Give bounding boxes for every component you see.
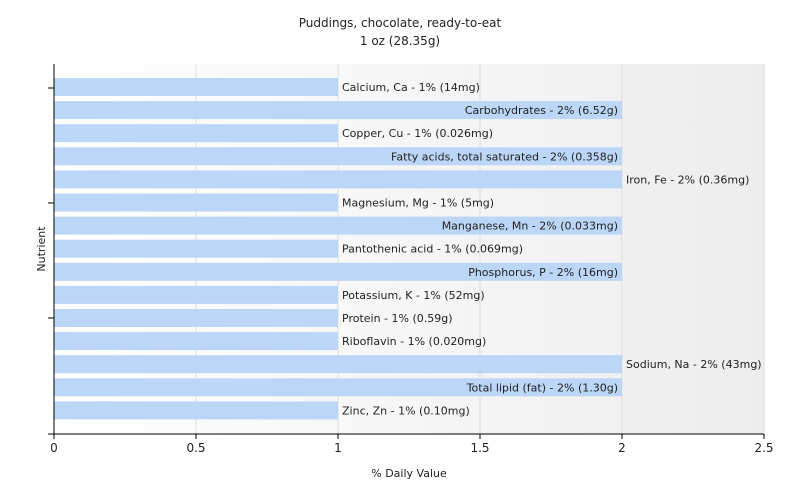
bar-data-label: Calcium, Ca - 1% (14mg) — [342, 81, 480, 94]
bar-data-label: Sodium, Na - 2% (43mg) — [626, 358, 762, 371]
bar — [54, 216, 622, 235]
bar — [54, 124, 338, 143]
bar-data-label: Fatty acids, total saturated - 2% (0.358… — [391, 150, 618, 163]
bar — [54, 193, 338, 212]
y-axis-label: Nutrient — [35, 226, 48, 272]
bar-data-label: Zinc, Zn - 1% (0.10mg) — [342, 404, 470, 417]
bar — [54, 239, 338, 258]
x-tick-label: 2 — [618, 441, 626, 455]
chart-title: Puddings, chocolate, ready-to-eat — [299, 16, 502, 30]
x-tick-label: 0.5 — [186, 441, 205, 455]
bar — [54, 378, 622, 397]
bar — [54, 262, 622, 281]
bar-data-label: Protein - 1% (0.59g) — [342, 312, 453, 325]
chart-subtitle: 1 oz (28.35g) — [360, 34, 440, 48]
bar-data-label: Manganese, Mn - 2% (0.033mg) — [442, 220, 618, 233]
x-tick-label: 0 — [50, 441, 58, 455]
bar-data-label: Magnesium, Mg - 1% (5mg) — [342, 197, 494, 210]
x-tick-label: 1.5 — [470, 441, 489, 455]
axes-group — [48, 64, 764, 435]
bar — [54, 309, 338, 327]
bar-data-label: Total lipid (fat) - 2% (1.30g) — [466, 381, 618, 394]
bar-data-label: Carbohydrates - 2% (6.52g) — [465, 104, 618, 117]
x-axis-label: % Daily Value — [371, 467, 447, 480]
bar — [54, 285, 338, 304]
bar — [54, 355, 622, 374]
bar-data-label: Iron, Fe - 2% (0.36mg) — [626, 173, 749, 186]
bar-data-label: Riboflavin - 1% (0.020mg) — [342, 335, 486, 348]
bar — [54, 170, 622, 189]
bar-data-label: Phosphorus, P - 2% (16mg) — [468, 266, 618, 279]
x-tick-label: 2.5 — [754, 441, 773, 455]
data-labels-group: Calcium, Ca - 1% (14mg) Carbohydrates - 2… — [342, 81, 762, 417]
bars-group — [54, 78, 622, 420]
bar — [54, 147, 622, 166]
x-tick-label: 1 — [334, 441, 342, 455]
bar-data-label: Copper, Cu - 1% (0.026mg) — [342, 127, 493, 140]
bar-data-label: Potassium, K - 1% (52mg) — [342, 289, 485, 302]
bar — [54, 401, 338, 420]
x-tick-labels-group: 0 0.5 1 1.5 2 2.5 — [50, 434, 774, 455]
bar — [54, 78, 338, 96]
bar-data-label: Pantothenic acid - 1% (0.069mg) — [342, 243, 523, 256]
bar — [54, 101, 622, 120]
bar — [54, 332, 338, 351]
